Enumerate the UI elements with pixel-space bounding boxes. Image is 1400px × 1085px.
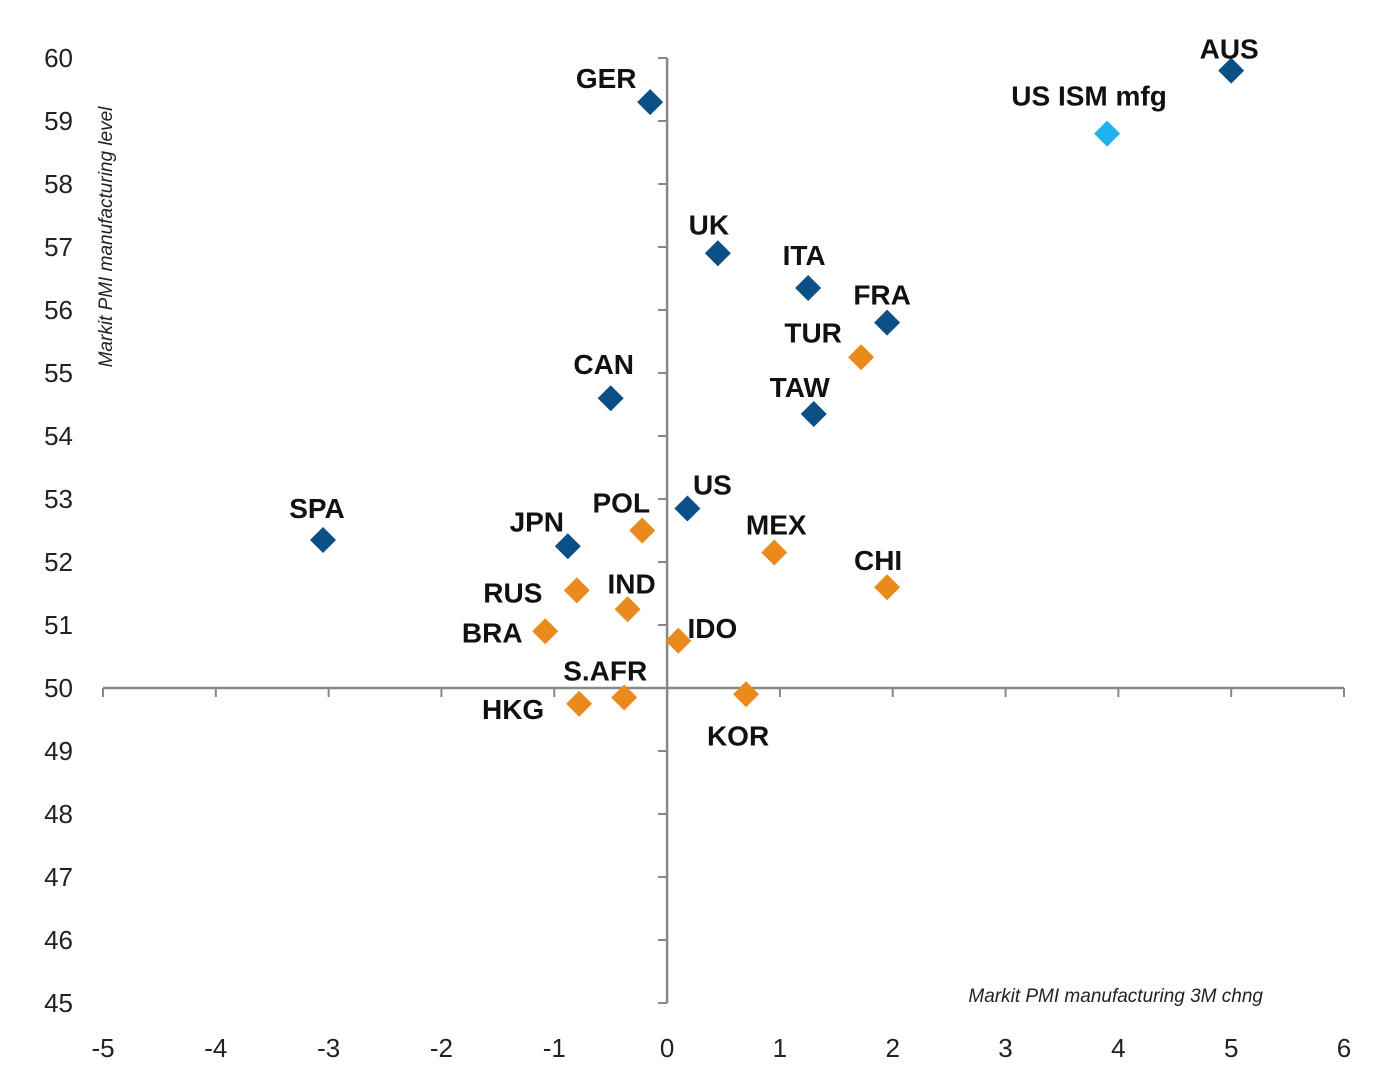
point-label-aus: AUS — [1200, 34, 1259, 65]
point-spa — [309, 526, 336, 553]
x-tick-label: 1 — [773, 1033, 787, 1063]
point-bra — [532, 618, 559, 645]
y-tick-label: 49 — [44, 736, 73, 766]
x-tick-label: 0 — [660, 1033, 674, 1063]
y-tick-label: 48 — [44, 799, 73, 829]
y-tick-label: 55 — [44, 358, 73, 388]
point-us-ism-mfg — [1094, 120, 1121, 147]
point-tur — [848, 344, 875, 371]
x-tick-label: -2 — [430, 1033, 453, 1063]
point-label-s-afr: S.AFR — [563, 655, 647, 686]
point-label-us-ism-mfg: US ISM mfg — [1011, 81, 1167, 112]
point-hkg — [566, 690, 593, 717]
y-tick-label: 45 — [44, 988, 73, 1018]
x-tick-label: 5 — [1224, 1033, 1238, 1063]
data-points — [309, 57, 1245, 717]
y-tick-label: 57 — [44, 232, 73, 262]
axes — [102, 57, 1345, 1004]
point-label-jpn: JPN — [510, 506, 564, 537]
point-label-fra: FRA — [853, 280, 911, 311]
point-label-mex: MEX — [746, 510, 807, 541]
x-axis-title: Markit PMI manufacturing 3M chng — [968, 986, 1263, 1007]
x-tick-label: 2 — [885, 1033, 899, 1063]
point-jpn — [554, 533, 581, 560]
point-fra — [874, 309, 901, 336]
y-tick-label: 52 — [44, 547, 73, 577]
point-label-us: US — [693, 469, 732, 500]
point-rus — [563, 577, 590, 604]
point-label-ita: ITA — [783, 240, 826, 271]
point-taw — [800, 400, 827, 427]
point-label-can: CAN — [573, 349, 634, 380]
point-label-ido: IDO — [687, 613, 737, 644]
point-label-ind: IND — [607, 568, 655, 599]
point-label-ger: GER — [576, 63, 637, 94]
point-label-pol: POL — [592, 488, 650, 519]
point-can — [597, 385, 624, 412]
point-label-tur: TUR — [784, 317, 842, 348]
x-tick-label: -3 — [317, 1033, 340, 1063]
point-label-taw: TAW — [770, 372, 831, 403]
point-pol — [629, 517, 656, 544]
y-tick-label: 54 — [44, 421, 73, 451]
point-ger — [637, 89, 664, 116]
x-tick-label: -4 — [204, 1033, 227, 1063]
y-tick-label: 46 — [44, 925, 73, 955]
y-axis-title: Markit PMI manufacturing level — [96, 106, 117, 368]
point-s-afr — [611, 684, 638, 711]
point-ind — [614, 596, 641, 623]
x-tick-label: 3 — [998, 1033, 1012, 1063]
x-tick-label: -5 — [91, 1033, 114, 1063]
x-tick-label: 4 — [1111, 1033, 1125, 1063]
point-aus — [1218, 57, 1245, 84]
y-tick-label: 58 — [44, 169, 73, 199]
point-uk — [704, 240, 731, 267]
y-tick-label: 59 — [44, 106, 73, 136]
point-label-spa: SPA — [289, 493, 345, 524]
tick-labels: -5 -4 -3 -2 -1 0 1 2 3 4 5 645464748495051525354555… — [44, 43, 1351, 1063]
y-tick-label: 50 — [44, 673, 73, 703]
point-ita — [795, 274, 822, 301]
point-kor — [733, 681, 760, 708]
point-us — [674, 495, 701, 522]
y-tick-label: 51 — [44, 610, 73, 640]
point-mex — [761, 539, 788, 566]
point-label-chi: CHI — [854, 545, 902, 576]
point-label-kor: KOR — [707, 720, 769, 751]
point-label-hkg: HKG — [482, 694, 544, 725]
y-tick-label: 47 — [44, 862, 73, 892]
x-tick-label: -1 — [543, 1033, 566, 1063]
point-labels: AUS US ISM mfg GER UK ITA FRA TUR CAN TAW US SPA PO… — [289, 34, 1258, 752]
point-label-uk: UK — [689, 209, 729, 240]
point-chi — [874, 574, 901, 601]
point-ido — [665, 627, 692, 654]
x-tick-label: 6 — [1337, 1033, 1351, 1063]
y-tick-label: 56 — [44, 295, 73, 325]
point-label-bra: BRA — [462, 617, 523, 648]
y-tick-label: 60 — [44, 43, 73, 73]
y-tick-label: 53 — [44, 484, 73, 514]
point-label-rus: RUS — [483, 577, 542, 608]
